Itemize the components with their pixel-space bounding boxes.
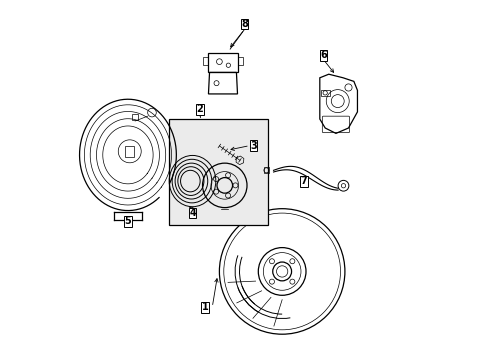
Text: 6: 6 bbox=[319, 50, 326, 60]
Text: 2: 2 bbox=[196, 104, 203, 114]
Text: 1: 1 bbox=[201, 302, 208, 312]
Text: 5: 5 bbox=[124, 216, 131, 226]
Text: 3: 3 bbox=[249, 140, 256, 150]
Bar bbox=[125, 145, 134, 157]
Text: 7: 7 bbox=[300, 176, 306, 186]
Text: 4: 4 bbox=[189, 208, 196, 218]
Bar bbox=[203, 57, 208, 65]
Bar bbox=[169, 119, 267, 225]
Text: 8: 8 bbox=[241, 19, 247, 29]
Bar bbox=[238, 57, 243, 65]
Bar bbox=[132, 114, 137, 120]
Bar bbox=[320, 90, 329, 96]
Bar bbox=[207, 53, 238, 72]
Bar bbox=[263, 167, 269, 173]
